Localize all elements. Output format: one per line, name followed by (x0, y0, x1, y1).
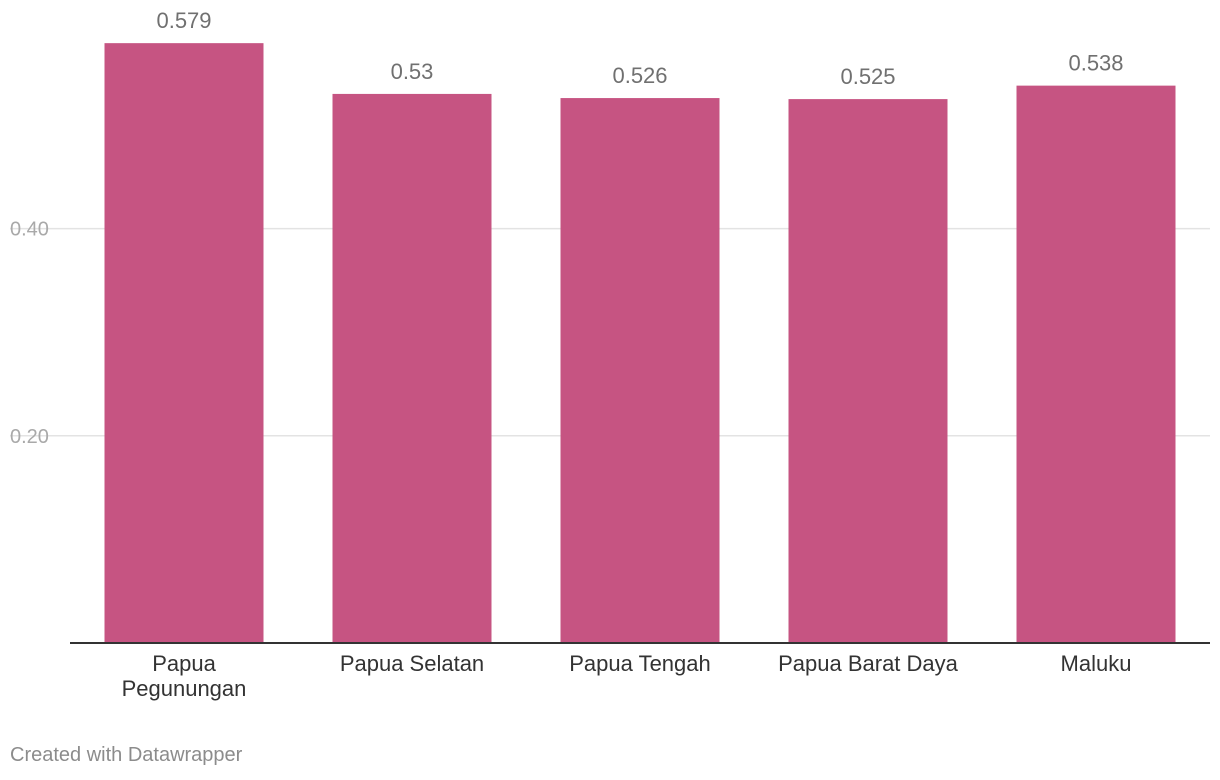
y-tick-label: 0.40 (10, 219, 49, 241)
bar-value-label: 0.526 (612, 63, 667, 88)
y-tick-label: 0.20 (10, 426, 49, 448)
bar (1016, 85, 1176, 643)
x-tick-label: Papua Selatan (340, 651, 484, 676)
x-tick-label: Papua Barat Daya (778, 651, 959, 676)
x-tick-labels: Papua Pegunungan Papua Selatan Papua Tengah… (122, 651, 1132, 701)
x-tick-label: Papua Tengah (569, 651, 711, 676)
bar-value-label: 0.53 (391, 59, 434, 84)
bar-value-label: 0.538 (1068, 51, 1123, 76)
bar (332, 93, 492, 644)
bar (560, 98, 720, 643)
y-tick-labels: 0.20 0.40 (10, 219, 49, 448)
bar (788, 99, 948, 644)
value-labels: 0.579 0.53 0.526 0.525 0.538 (156, 8, 1123, 89)
bars (104, 43, 1176, 644)
credit-text: Created with Datawrapper (10, 744, 243, 766)
bar-value-label: 0.525 (840, 64, 895, 89)
x-tick-label: Papua Pegunungan (122, 651, 247, 701)
x-tick-label: Maluku (1061, 651, 1132, 676)
bar-value-label: 0.579 (156, 8, 211, 33)
bar (104, 43, 264, 643)
